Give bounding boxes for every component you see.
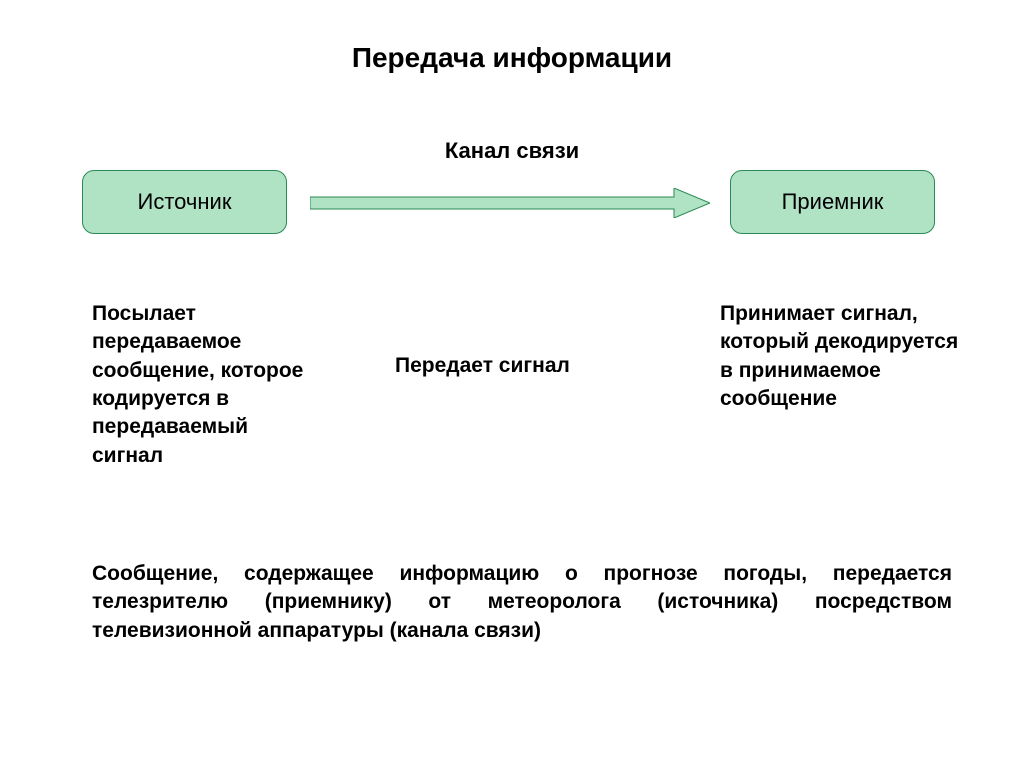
node-source: Источник bbox=[82, 170, 287, 234]
description-channel: Передает сигнал bbox=[395, 352, 635, 380]
description-source: Посылает передаваемое сообщение, которое… bbox=[92, 300, 322, 470]
node-source-label: Источник bbox=[138, 189, 232, 215]
node-receiver: Приемник bbox=[730, 170, 935, 234]
footer-paragraph: Сообщение, содержащее информацию о прогн… bbox=[92, 560, 952, 645]
node-receiver-label: Приемник bbox=[782, 189, 884, 215]
channel-arrow bbox=[310, 188, 710, 218]
channel-label: Канал связи bbox=[0, 138, 1024, 164]
description-receiver: Принимает сигнал, который декодируется в… bbox=[720, 300, 960, 413]
diagram-title: Передача информации bbox=[0, 42, 1024, 74]
